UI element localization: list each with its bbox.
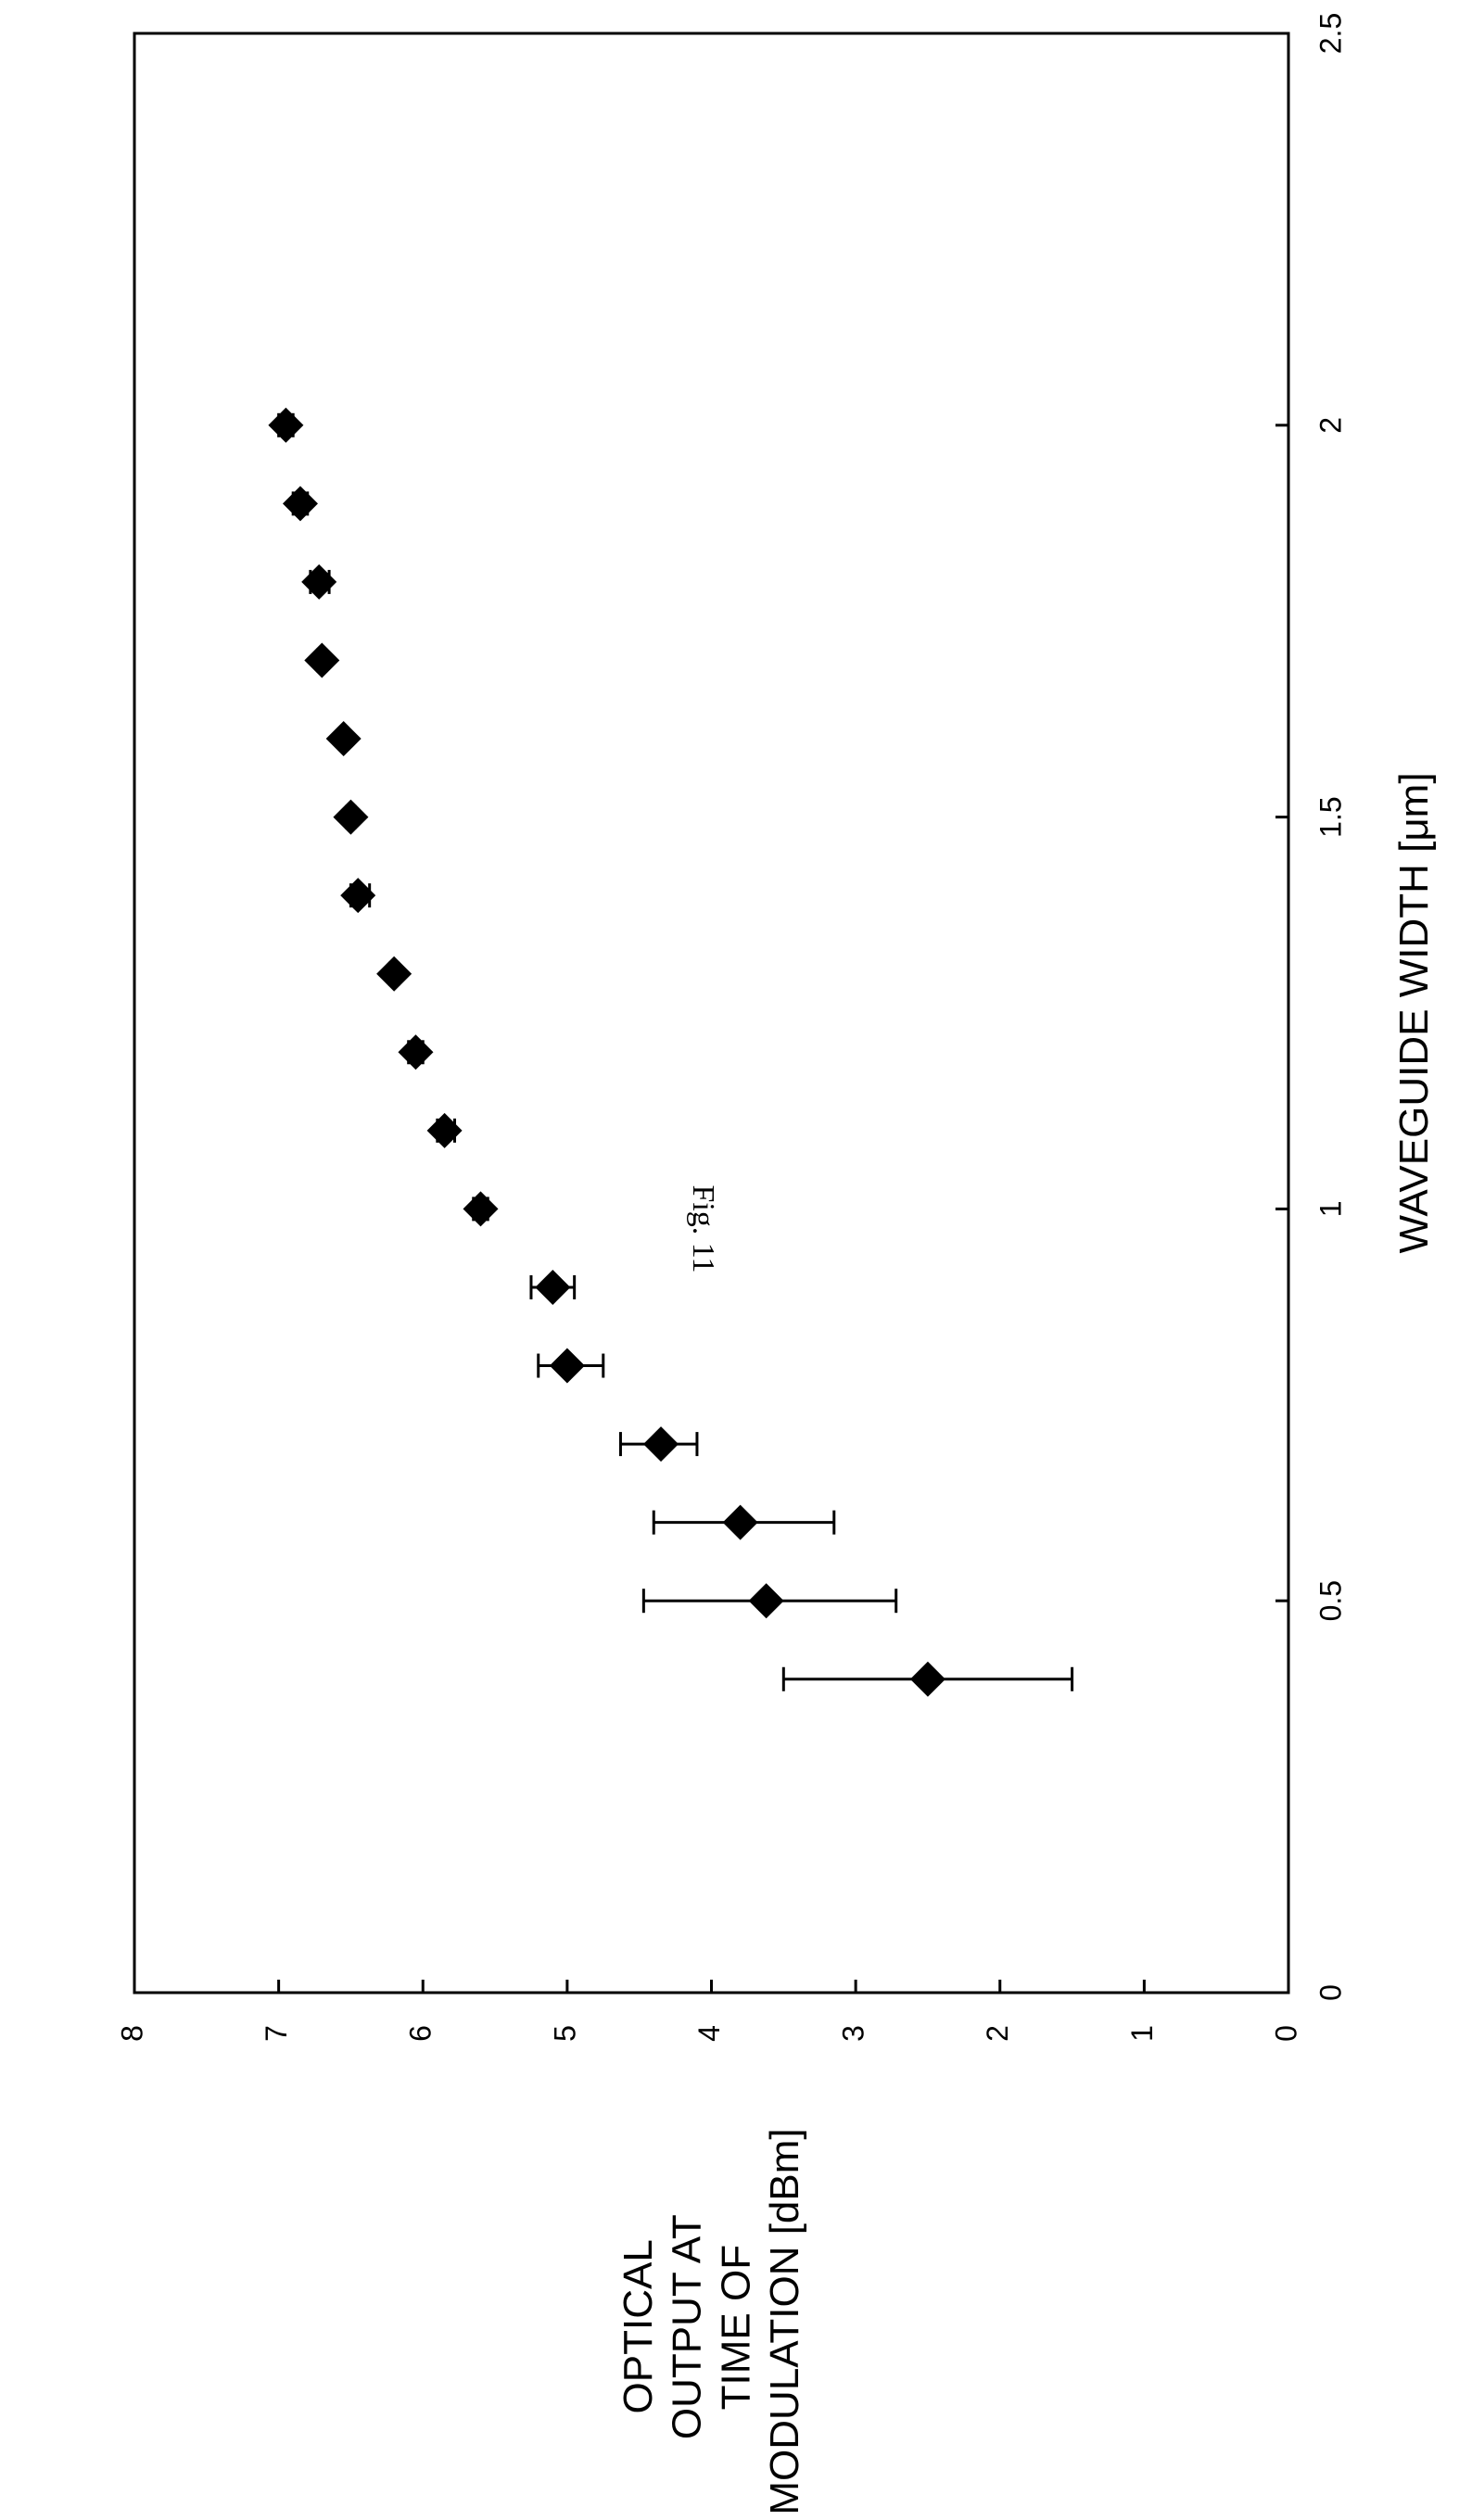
x-axis-label: WAVEGUIDE WIDTH [μm] [1391,772,1437,1253]
y-tick-label: 4 [692,2025,726,2042]
figure-title: Fig. 11 [686,1184,720,1273]
data-point [304,642,340,678]
data-point [398,1034,434,1070]
data-series [268,407,1074,1697]
y-tick-label: 3 [837,2025,870,2042]
y-axis-label-line-1: OPTICAL [615,2240,661,2414]
data-point [426,1112,463,1148]
data-point [301,564,337,600]
y-tick-label: 5 [548,2025,581,2042]
data-point [325,721,362,757]
data-point [535,1269,571,1305]
x-tick-label: 1 [1313,1201,1347,1218]
x-tick-label: 2.5 [1313,13,1347,54]
y-axis-label-line-4: MODULATION [dBm] [762,2128,807,2514]
data-point [909,1661,945,1697]
data-point [643,1426,679,1463]
data-point [748,1583,784,1619]
x-tick-label: 0.5 [1313,1580,1347,1621]
data-point [282,486,318,522]
y-axis: 0 1 2 3 4 5 6 7 8 [115,1980,1302,2042]
y-tick-label: 1 [1125,2025,1159,2042]
data-point [376,956,412,992]
y-axis-label-line-2: OUTPUT AT [665,2215,710,2439]
data-point [333,799,369,835]
x-tick-label: 2 [1313,417,1347,434]
y-tick-label: 6 [404,2025,438,2042]
data-point [463,1191,499,1227]
y-axis-label: OPTICAL OUTPUT AT TIME OF MODULATION [dB… [615,2128,807,2514]
data-point [722,1504,758,1540]
data-point [340,878,376,914]
y-axis-label-line-3: TIME OF [713,2245,758,2410]
plot-area [133,32,1290,1994]
x-axis: 0 0.5 1 1.5 2 2.5 [1275,13,1347,2001]
x-tick-label: 0 [1313,1984,1347,2001]
data-point [549,1348,585,1384]
data-point [268,407,304,443]
y-tick-label: 0 [1269,2025,1302,2042]
y-tick-label: 8 [115,2025,148,2042]
y-tick-label: 7 [260,2025,293,2042]
y-tick-label: 2 [981,2025,1014,2042]
x-tick-label: 1.5 [1313,796,1347,837]
